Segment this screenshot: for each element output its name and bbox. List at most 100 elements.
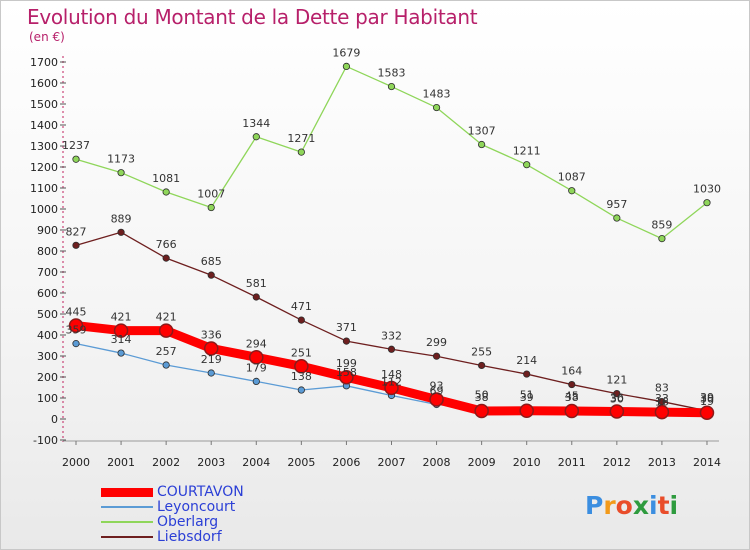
data-point-liebsdorf <box>613 389 621 398</box>
data-label: 138 <box>291 370 312 383</box>
legend-label: Leyoncourt <box>157 499 236 515</box>
data-point-oberlarg <box>703 199 711 207</box>
x-tick-label: 2006 <box>332 456 360 469</box>
x-tick-label: 2002 <box>152 456 180 469</box>
data-label: 83 <box>655 382 669 395</box>
data-label: 33 <box>655 392 669 405</box>
logo-letter: i <box>669 491 679 520</box>
data-label: 889 <box>111 212 132 225</box>
data-point-courtavon <box>609 404 625 419</box>
data-label: 1483 <box>423 88 451 101</box>
data-point-liebsdorf <box>432 352 441 360</box>
data-label: 1007 <box>197 188 225 201</box>
y-tick-label: 1700 <box>30 56 58 69</box>
data-point-liebsdorf <box>342 337 351 345</box>
data-point-oberlarg <box>568 187 576 195</box>
data-point-liebsdorf <box>252 293 260 301</box>
x-tick-label: 2000 <box>62 456 90 469</box>
x-tick-label: 2001 <box>107 456 135 469</box>
data-point-oberlarg <box>342 62 351 71</box>
data-label: 421 <box>156 311 177 324</box>
y-tick-label: 0 <box>51 413 58 426</box>
y-tick-label: 400 <box>37 329 58 342</box>
proxiti-logo: Proxiti <box>585 491 678 520</box>
data-point-liebsdorf <box>523 370 531 378</box>
y-tick-label: -100 <box>33 434 58 447</box>
data-point-leyoncourt <box>297 386 305 394</box>
y-tick-label: 1000 <box>30 203 58 216</box>
data-label: 827 <box>66 225 87 238</box>
data-label: 121 <box>606 374 627 387</box>
data-label: 39 <box>700 391 714 404</box>
data-point-liebsdorf <box>568 380 576 389</box>
chart-unit-label: (en €) <box>29 30 65 44</box>
data-point-courtavon <box>474 403 489 419</box>
series-line-oberlarg <box>75 65 708 240</box>
data-label: 471 <box>291 300 312 313</box>
data-label: 219 <box>201 353 222 366</box>
data-label: 112 <box>381 375 402 388</box>
data-label: 1030 <box>693 183 721 196</box>
y-tick-label: 600 <box>37 287 58 300</box>
data-point-courtavon <box>699 405 715 420</box>
data-label: 766 <box>156 238 177 251</box>
data-label: 51 <box>520 388 534 401</box>
data-label: 50 <box>475 389 489 402</box>
data-point-oberlarg <box>207 203 215 212</box>
data-point-liebsdorf <box>297 316 305 324</box>
data-label: 39 <box>520 391 534 404</box>
x-tick-label: 2004 <box>242 456 270 469</box>
data-point-liebsdorf <box>478 361 486 370</box>
data-label: 16 <box>655 396 669 409</box>
data-point-oberlarg <box>432 103 441 112</box>
y-tick-label: 800 <box>37 245 58 258</box>
data-point-oberlarg <box>297 148 305 156</box>
data-point-liebsdorf <box>72 241 80 249</box>
logo-letter: o <box>615 491 633 520</box>
data-label: 164 <box>561 365 582 378</box>
data-label: 314 <box>111 333 132 346</box>
data-label: 69 <box>430 385 444 398</box>
data-point-courtavon <box>158 323 174 338</box>
legend-swatch <box>101 506 153 508</box>
data-point-courtavon <box>384 380 399 396</box>
data-label: 38 <box>475 391 489 404</box>
data-label: 1173 <box>107 153 135 166</box>
data-label: 255 <box>471 345 492 358</box>
data-label: 19 <box>700 395 714 408</box>
data-label: 1344 <box>242 117 270 130</box>
data-point-courtavon <box>654 404 670 420</box>
data-point-oberlarg <box>387 82 396 91</box>
x-tick-label: 2007 <box>377 456 405 469</box>
x-tick-label: 2003 <box>197 456 225 469</box>
logo-letter: x <box>632 491 649 520</box>
data-label: 38 <box>565 391 579 404</box>
data-label: 30 <box>610 393 624 406</box>
logo-letter: P <box>585 491 604 520</box>
y-tick-label: 1300 <box>30 140 58 153</box>
data-point-leyoncourt <box>162 361 170 369</box>
data-point-oberlarg <box>252 133 260 141</box>
data-point-leyoncourt <box>117 349 125 357</box>
data-point-courtavon <box>203 341 219 356</box>
y-tick-label: 1200 <box>30 161 58 174</box>
data-point-liebsdorf <box>387 345 396 353</box>
data-label: 257 <box>156 345 177 358</box>
data-label: 445 <box>66 306 87 319</box>
x-tick-label: 2010 <box>513 456 541 469</box>
y-tick-label: 1400 <box>30 119 58 132</box>
legend-label: Liebsdorf <box>157 529 222 545</box>
y-tick-label: 1500 <box>30 98 58 111</box>
data-label: 199 <box>336 357 357 370</box>
legend-swatch <box>101 521 153 523</box>
data-label: 93 <box>430 379 444 392</box>
data-point-courtavon <box>113 323 129 338</box>
y-tick-label: 700 <box>37 266 58 279</box>
data-point-oberlarg <box>72 155 80 163</box>
data-label: 148 <box>381 368 402 381</box>
chart-title: Evolution du Montant de la Dette par Hab… <box>27 5 478 29</box>
logo-letter: r <box>603 491 616 520</box>
x-tick-label: 2011 <box>558 456 586 469</box>
logo-letter: i <box>649 491 658 520</box>
data-label: 371 <box>336 321 357 334</box>
